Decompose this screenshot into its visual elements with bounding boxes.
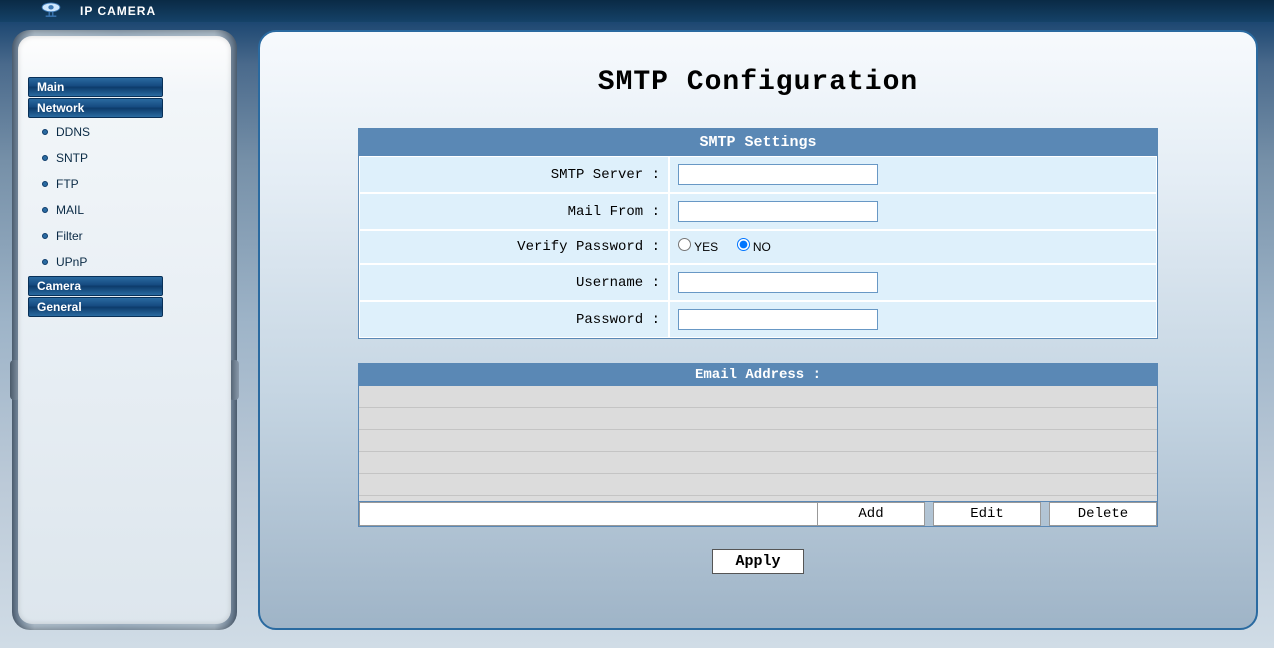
- smtp-server-input[interactable]: [678, 164, 878, 185]
- bullet-icon: [42, 181, 48, 187]
- nav-filter[interactable]: Filter: [28, 223, 163, 249]
- camera-icon: [40, 2, 62, 18]
- delete-button[interactable]: Delete: [1049, 502, 1157, 526]
- nav-mail[interactable]: MAIL: [28, 197, 163, 223]
- email-input[interactable]: [359, 502, 817, 526]
- verify-no-option[interactable]: NO: [737, 240, 771, 254]
- nav-ftp-label: FTP: [56, 177, 79, 191]
- sidebar-inner: Main Network DDNS SNTP FTP MAIL Filter U…: [18, 36, 231, 624]
- verify-yes-radio[interactable]: [678, 238, 691, 251]
- nav-ddns-label: DDNS: [56, 125, 90, 139]
- page-title: SMTP Configuration: [290, 67, 1226, 98]
- password-input[interactable]: [678, 309, 878, 330]
- bullet-icon: [42, 259, 48, 265]
- mail-from-label: Mail From :: [359, 193, 669, 230]
- verify-yes-option[interactable]: YES: [678, 240, 718, 254]
- nav-sntp-label: SNTP: [56, 151, 88, 165]
- email-list[interactable]: [359, 386, 1157, 501]
- email-list-row[interactable]: [359, 386, 1157, 408]
- bullet-icon: [42, 155, 48, 161]
- nav-upnp-label: UPnP: [56, 255, 87, 269]
- verify-password-label: Verify Password :: [359, 230, 669, 264]
- nav-general[interactable]: General: [28, 297, 163, 317]
- password-label: Password :: [359, 301, 669, 338]
- smtp-server-label: SMTP Server :: [359, 156, 669, 193]
- edit-button[interactable]: Edit: [933, 502, 1041, 526]
- mail-from-input[interactable]: [678, 201, 878, 222]
- email-list-row[interactable]: [359, 408, 1157, 430]
- verify-no-label: NO: [753, 240, 771, 254]
- top-bar: IP CAMERA: [0, 0, 1274, 22]
- add-button[interactable]: Add: [817, 502, 925, 526]
- bullet-icon: [42, 129, 48, 135]
- smtp-settings-table: SMTP Settings SMTP Server : Mail From : …: [358, 128, 1158, 339]
- nav-mail-label: MAIL: [56, 203, 84, 217]
- apply-wrap: Apply: [290, 549, 1226, 574]
- email-list-row[interactable]: [359, 452, 1157, 474]
- username-input[interactable]: [678, 272, 878, 293]
- action-buttons: Add Edit Delete: [817, 502, 1157, 526]
- bullet-icon: [42, 233, 48, 239]
- nav-filter-label: Filter: [56, 229, 83, 243]
- email-actions: Add Edit Delete: [359, 501, 1157, 526]
- bullet-icon: [42, 207, 48, 213]
- nav-network[interactable]: Network: [28, 98, 163, 118]
- nav-ftp[interactable]: FTP: [28, 171, 163, 197]
- email-section-header: Email Address :: [359, 364, 1157, 386]
- nav-main[interactable]: Main: [28, 77, 163, 97]
- nav-upnp[interactable]: UPnP: [28, 249, 163, 275]
- nav-ddns[interactable]: DDNS: [28, 119, 163, 145]
- app-title: IP CAMERA: [80, 4, 156, 18]
- apply-button[interactable]: Apply: [712, 549, 803, 574]
- nav-sntp[interactable]: SNTP: [28, 145, 163, 171]
- main-panel: SMTP Configuration SMTP Settings SMTP Se…: [258, 30, 1258, 630]
- verify-no-radio[interactable]: [737, 238, 750, 251]
- username-label: Username :: [359, 264, 669, 301]
- sidebar: Main Network DDNS SNTP FTP MAIL Filter U…: [12, 30, 237, 630]
- email-section: Email Address : Add Edit Delete: [358, 363, 1158, 527]
- smtp-section-header: SMTP Settings: [359, 129, 1157, 156]
- email-list-row[interactable]: [359, 474, 1157, 496]
- verify-yes-label: YES: [694, 240, 718, 254]
- nav-camera[interactable]: Camera: [28, 276, 163, 296]
- email-list-row[interactable]: [359, 430, 1157, 452]
